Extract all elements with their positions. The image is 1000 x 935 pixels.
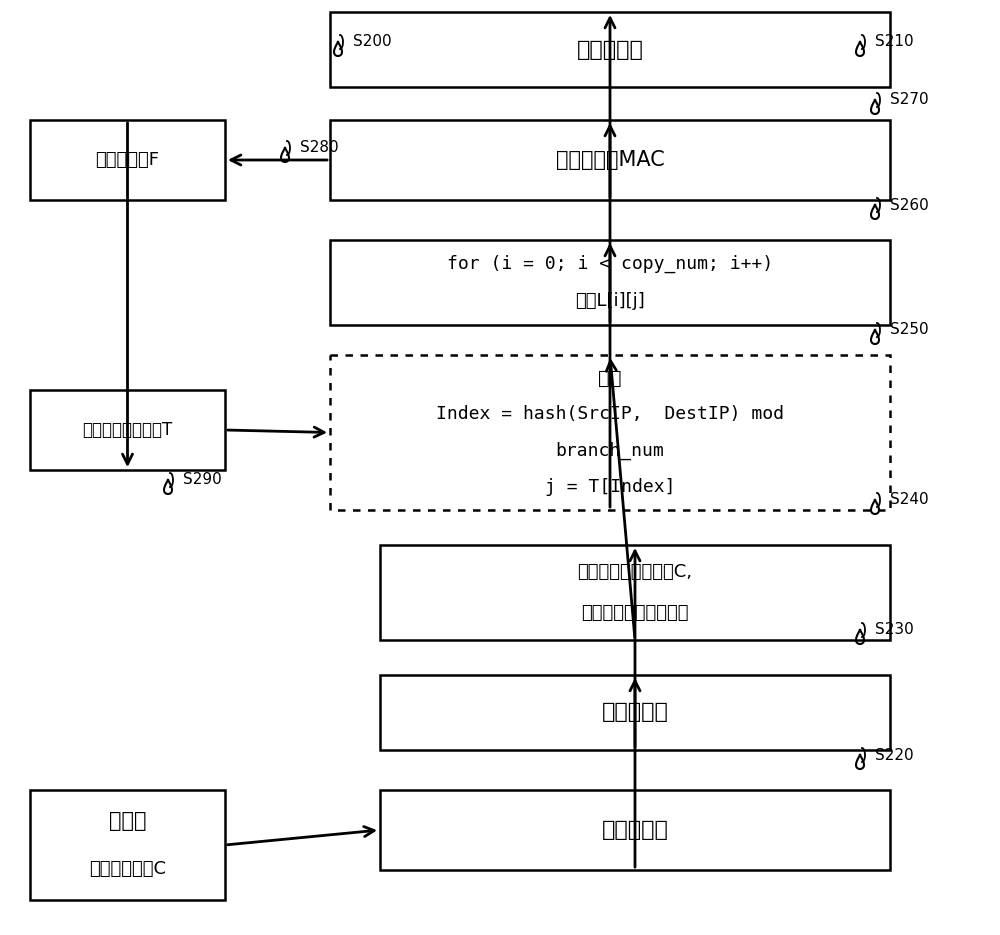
FancyBboxPatch shape xyxy=(30,790,225,900)
Text: 查询L[i][j]: 查询L[i][j] xyxy=(575,292,645,310)
Text: 配置信息数组C: 配置信息数组C xyxy=(89,860,166,878)
Text: S290: S290 xyxy=(183,472,222,487)
FancyBboxPatch shape xyxy=(330,355,890,510)
Text: 更新分流索引列表T: 更新分流索引列表T xyxy=(82,421,173,439)
FancyBboxPatch shape xyxy=(330,120,890,200)
FancyBboxPatch shape xyxy=(330,240,890,325)
Text: S270: S270 xyxy=(890,93,929,108)
Text: S240: S240 xyxy=(890,493,929,508)
Text: 接收数据包: 接收数据包 xyxy=(602,820,668,840)
Text: for (i = 0; i < copy_num; i++): for (i = 0; i < copy_num; i++) xyxy=(447,255,773,273)
Text: 获取分流策略配置信息: 获取分流策略配置信息 xyxy=(581,604,689,622)
Text: S210: S210 xyxy=(875,35,914,50)
Text: S230: S230 xyxy=(875,623,914,638)
Text: 修改数据包MAC: 修改数据包MAC xyxy=(556,150,664,170)
FancyBboxPatch shape xyxy=(330,12,890,87)
FancyBboxPatch shape xyxy=(380,790,890,870)
Text: branch_num: branch_num xyxy=(556,441,664,460)
Text: j = T[Index]: j = T[Index] xyxy=(545,478,675,496)
Text: 更新流量表F: 更新流量表F xyxy=(96,151,160,169)
Text: 发送数据包: 发送数据包 xyxy=(577,39,643,60)
Text: S250: S250 xyxy=(890,323,929,338)
FancyBboxPatch shape xyxy=(30,120,225,200)
Text: 根据端口号查询数组C,: 根据端口号查询数组C, xyxy=(578,563,692,581)
Text: S220: S220 xyxy=(875,747,914,763)
Text: S200: S200 xyxy=(353,35,392,50)
Text: Index = hash(SrcIP,  DestIP) mod: Index = hash(SrcIP, DestIP) mod xyxy=(436,406,784,424)
Text: 初始化: 初始化 xyxy=(109,811,146,831)
Text: S260: S260 xyxy=(890,197,929,212)
Text: 解析数据包: 解析数据包 xyxy=(602,702,668,723)
Text: 计算: 计算 xyxy=(598,369,622,388)
Text: S280: S280 xyxy=(300,140,339,155)
FancyBboxPatch shape xyxy=(380,675,890,750)
FancyBboxPatch shape xyxy=(380,545,890,640)
FancyBboxPatch shape xyxy=(30,390,225,470)
